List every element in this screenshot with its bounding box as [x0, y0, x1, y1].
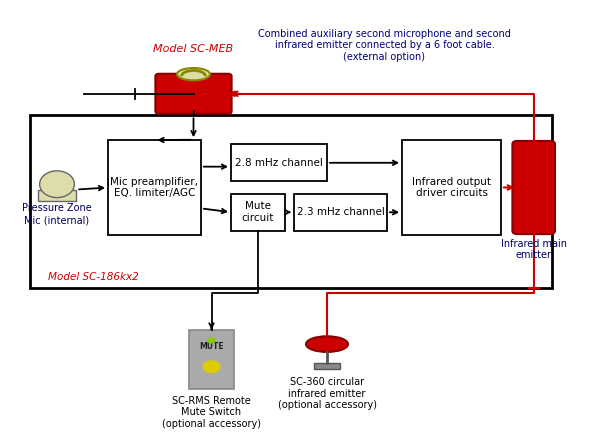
Text: 2.8 mHz channel: 2.8 mHz channel: [235, 158, 323, 168]
Text: Infrared output
driver circuits: Infrared output driver circuits: [412, 177, 491, 198]
Text: Infrared main
emitter: Infrared main emitter: [500, 238, 566, 260]
Text: Mute
circuit: Mute circuit: [242, 201, 274, 223]
Text: SC-RMS Remote
Mute Switch
(optional accessory): SC-RMS Remote Mute Switch (optional acce…: [162, 396, 261, 429]
Ellipse shape: [177, 68, 210, 80]
Text: Combined auxiliary second microphone and second
infrared emitter connected by a : Combined auxiliary second microphone and…: [258, 29, 511, 62]
FancyBboxPatch shape: [231, 194, 285, 231]
Ellipse shape: [40, 171, 74, 197]
FancyBboxPatch shape: [294, 194, 387, 231]
Text: Model SC-186kx2: Model SC-186kx2: [48, 272, 139, 282]
Text: Mic preamplifier,
EQ. limiter/AGC: Mic preamplifier, EQ. limiter/AGC: [110, 177, 199, 198]
FancyBboxPatch shape: [314, 363, 340, 369]
Text: SC-360 circular
infrared emitter
(optional accessory): SC-360 circular infrared emitter (option…: [277, 377, 377, 410]
FancyBboxPatch shape: [38, 190, 76, 201]
FancyBboxPatch shape: [108, 140, 201, 235]
Circle shape: [208, 338, 215, 343]
Text: MUTE: MUTE: [199, 342, 224, 351]
FancyBboxPatch shape: [402, 140, 501, 235]
Text: 2.3 mHz channel: 2.3 mHz channel: [296, 207, 385, 217]
FancyBboxPatch shape: [512, 141, 555, 234]
Text: Pressure Zone
Mic (internal): Pressure Zone Mic (internal): [22, 203, 92, 225]
Text: Model SC-MEB: Model SC-MEB: [154, 44, 233, 54]
Circle shape: [203, 361, 220, 372]
Ellipse shape: [306, 336, 348, 352]
FancyBboxPatch shape: [30, 115, 552, 289]
FancyBboxPatch shape: [189, 330, 234, 389]
FancyBboxPatch shape: [155, 74, 232, 114]
FancyBboxPatch shape: [231, 144, 327, 181]
